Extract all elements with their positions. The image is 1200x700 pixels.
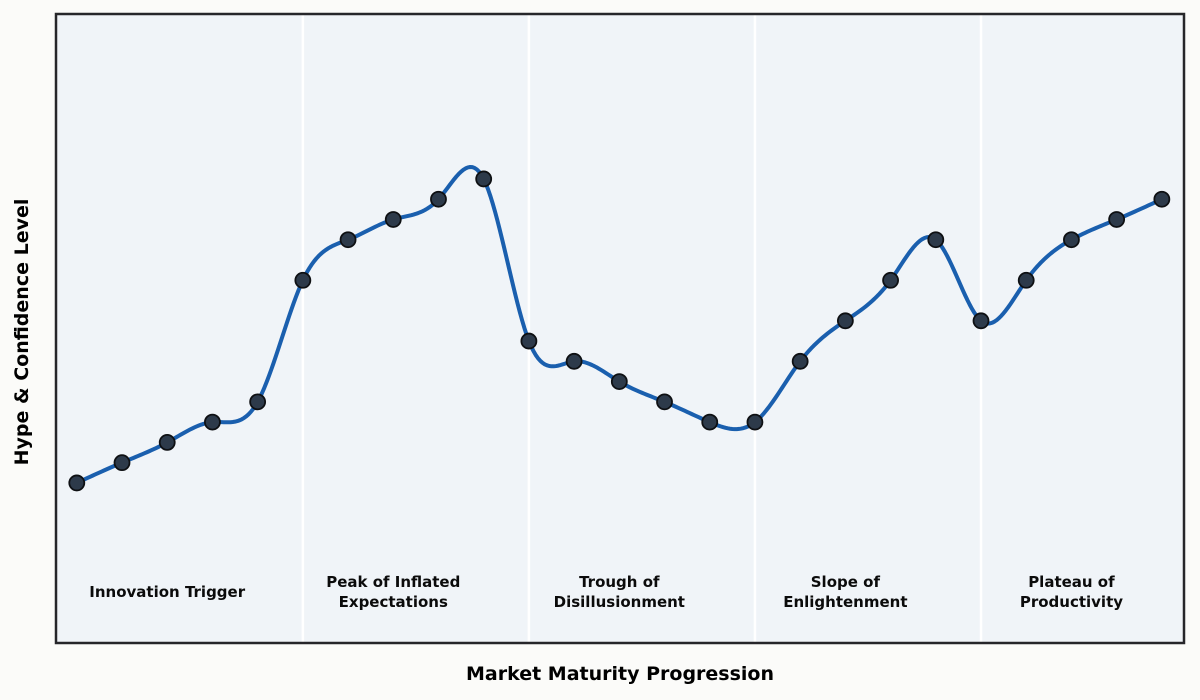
data-point-marker (565, 352, 583, 370)
data-point-marker (1108, 211, 1126, 228)
phase-label-peak-of-inflated-expectations: Peak of Inflated Expectations (326, 573, 461, 612)
data-point-marker (68, 474, 86, 492)
data-point-marker (249, 393, 267, 411)
data-point-marker (520, 332, 538, 350)
phase-label-trough-of-disillusionment: Trough of Disillusionment (553, 573, 685, 612)
x-axis-label: Market Maturity Progression (465, 663, 775, 685)
data-point-marker (1153, 190, 1171, 208)
data-point-marker (972, 312, 990, 330)
data-point-marker (475, 170, 493, 188)
data-point-marker (294, 271, 312, 289)
data-point-marker (927, 231, 945, 249)
phase-label-innovation-trigger: Innovation Trigger (89, 583, 246, 602)
data-point-marker (1063, 231, 1080, 249)
data-point-marker (339, 231, 357, 249)
data-point-marker (791, 352, 809, 370)
data-point-marker (746, 413, 764, 431)
data-point-marker (384, 211, 402, 228)
data-point-marker (1017, 271, 1035, 289)
data-point-marker (882, 271, 899, 289)
data-point-marker (656, 393, 673, 411)
data-point-marker (158, 433, 176, 451)
data-point-marker (610, 373, 628, 390)
data-point-marker (701, 413, 719, 431)
phase-label-plateau-of-productivity: Plateau of Productivity (1019, 573, 1124, 612)
phase-label-slope-of-enlightenment: Slope of Enlightenment (783, 573, 908, 612)
data-point-marker (204, 413, 221, 431)
data-point-marker (836, 312, 854, 330)
data-point-marker (430, 190, 447, 208)
y-axis-label: Hype & Confidence Level (11, 198, 33, 465)
data-point-marker (113, 454, 131, 472)
